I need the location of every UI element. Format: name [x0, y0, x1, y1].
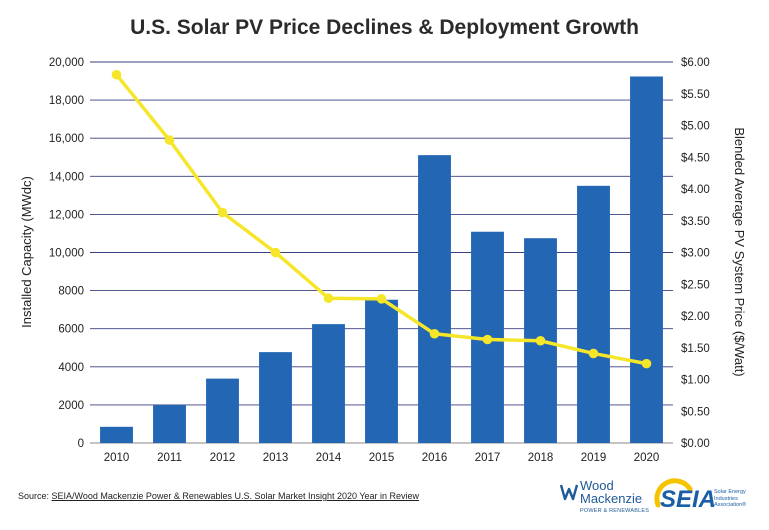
- x-tick-label: 2016: [422, 452, 448, 464]
- x-tick-label: 2020: [634, 452, 660, 464]
- bar: [312, 324, 345, 443]
- right-tick-label: $5.50: [681, 89, 710, 101]
- left-tick-label: 12,000: [49, 209, 84, 221]
- bar: [100, 426, 133, 443]
- seia-full-name: Solar Energy Industries Association®: [714, 489, 747, 508]
- bar: [365, 299, 398, 443]
- price-point: [588, 348, 599, 359]
- price-point: [111, 69, 122, 80]
- x-tick-label: 2012: [210, 452, 236, 464]
- left-tick-label: 10,000: [49, 248, 84, 260]
- left-axis-ticks: 0 2000 4000 6000 8000 10,000 12,000 14,000 16,00…: [49, 57, 84, 450]
- right-tick-label: $5.00: [681, 121, 710, 133]
- source-note: Source: SEIA/Wood Mackenzie Power & Rene…: [18, 491, 419, 501]
- wood-mackenzie-logo: Wood Mackenzie POWER & RENEWABLES: [558, 479, 650, 521]
- left-tick-label: 4000: [58, 362, 84, 374]
- right-axis-title: Blended Average PV System Price ($/Watt): [732, 127, 747, 376]
- x-tick-label: 2014: [316, 452, 342, 464]
- price-point: [323, 293, 334, 304]
- bar: [577, 185, 610, 443]
- wood-mackenzie-line2: Mackenzie: [580, 491, 643, 506]
- bar: [259, 352, 292, 443]
- x-tick-label: 2019: [581, 452, 607, 464]
- left-tick-label: 16,000: [49, 133, 84, 145]
- wood-mackenzie-tagline: POWER & RENEWABLES: [580, 508, 650, 514]
- bar: [418, 155, 451, 444]
- right-tick-label: $0.50: [681, 406, 710, 418]
- right-tick-label: $0.00: [681, 438, 710, 450]
- x-tick-label: 2013: [263, 452, 289, 464]
- left-tick-label: 20,000: [49, 57, 84, 69]
- line-series: [111, 69, 652, 369]
- x-tick-label: 2018: [528, 452, 554, 464]
- right-axis-ticks: $0.00 $0.50 $1.00 $1.50 $2.00 $2.50 $3.00 $3.50…: [681, 57, 710, 450]
- source-prefix: Source:: [18, 491, 52, 501]
- right-tick-label: $2.50: [681, 279, 710, 291]
- x-axis-ticks: 2010 2011 2012 2013 2014 2015 2016 2017 2018 2019…: [104, 452, 660, 464]
- price-point: [164, 135, 175, 145]
- price-point: [535, 335, 546, 346]
- price-point: [376, 294, 387, 304]
- price-point: [641, 358, 652, 369]
- seia-logo: SEIA Solar Energy Industries Association…: [652, 477, 762, 521]
- right-tick-label: $2.00: [681, 311, 710, 323]
- left-tick-label: 14,000: [49, 171, 84, 183]
- right-tick-label: $3.00: [681, 248, 710, 260]
- left-axis-title: Installed Capacity (MWdc): [19, 176, 34, 328]
- wood-mackenzie-name: Wood Mackenzie: [580, 479, 642, 505]
- right-tick-label: $1.50: [681, 343, 710, 355]
- x-tick-label: 2015: [369, 452, 395, 464]
- left-tick-label: 2000: [58, 400, 84, 412]
- left-tick-label: 6000: [58, 324, 84, 336]
- bar: [206, 378, 239, 443]
- seia-wordmark: SEIA: [660, 486, 717, 513]
- price-point: [482, 334, 493, 345]
- bar-series: [100, 76, 663, 444]
- right-tick-label: $4.50: [681, 152, 710, 164]
- chart-title: U.S. Solar PV Price Declines & Deploymen…: [130, 16, 639, 39]
- wood-mackenzie-mark-icon: [559, 484, 579, 501]
- right-tick-label: $4.00: [681, 184, 710, 196]
- seia-sun-icon: [654, 478, 693, 508]
- x-tick-label: 2011: [157, 452, 182, 464]
- bar: [630, 76, 663, 443]
- source-link[interactable]: SEIA/Wood Mackenzie Power & Renewables U…: [51, 491, 420, 501]
- bar: [153, 405, 186, 443]
- price-point: [217, 207, 228, 218]
- wood-mackenzie-line1: Wood: [580, 478, 614, 493]
- x-tick-label: 2017: [475, 452, 501, 464]
- left-tick-label: 18,000: [49, 95, 84, 107]
- price-point: [270, 247, 281, 258]
- x-tick-label: 2010: [104, 452, 130, 464]
- left-tick-label: 8000: [58, 286, 84, 298]
- right-tick-label: $3.50: [681, 216, 710, 228]
- right-tick-label: $1.00: [681, 375, 710, 387]
- right-tick-label: $6.00: [681, 57, 710, 69]
- price-point: [429, 328, 440, 339]
- left-tick-label: 0: [78, 438, 84, 450]
